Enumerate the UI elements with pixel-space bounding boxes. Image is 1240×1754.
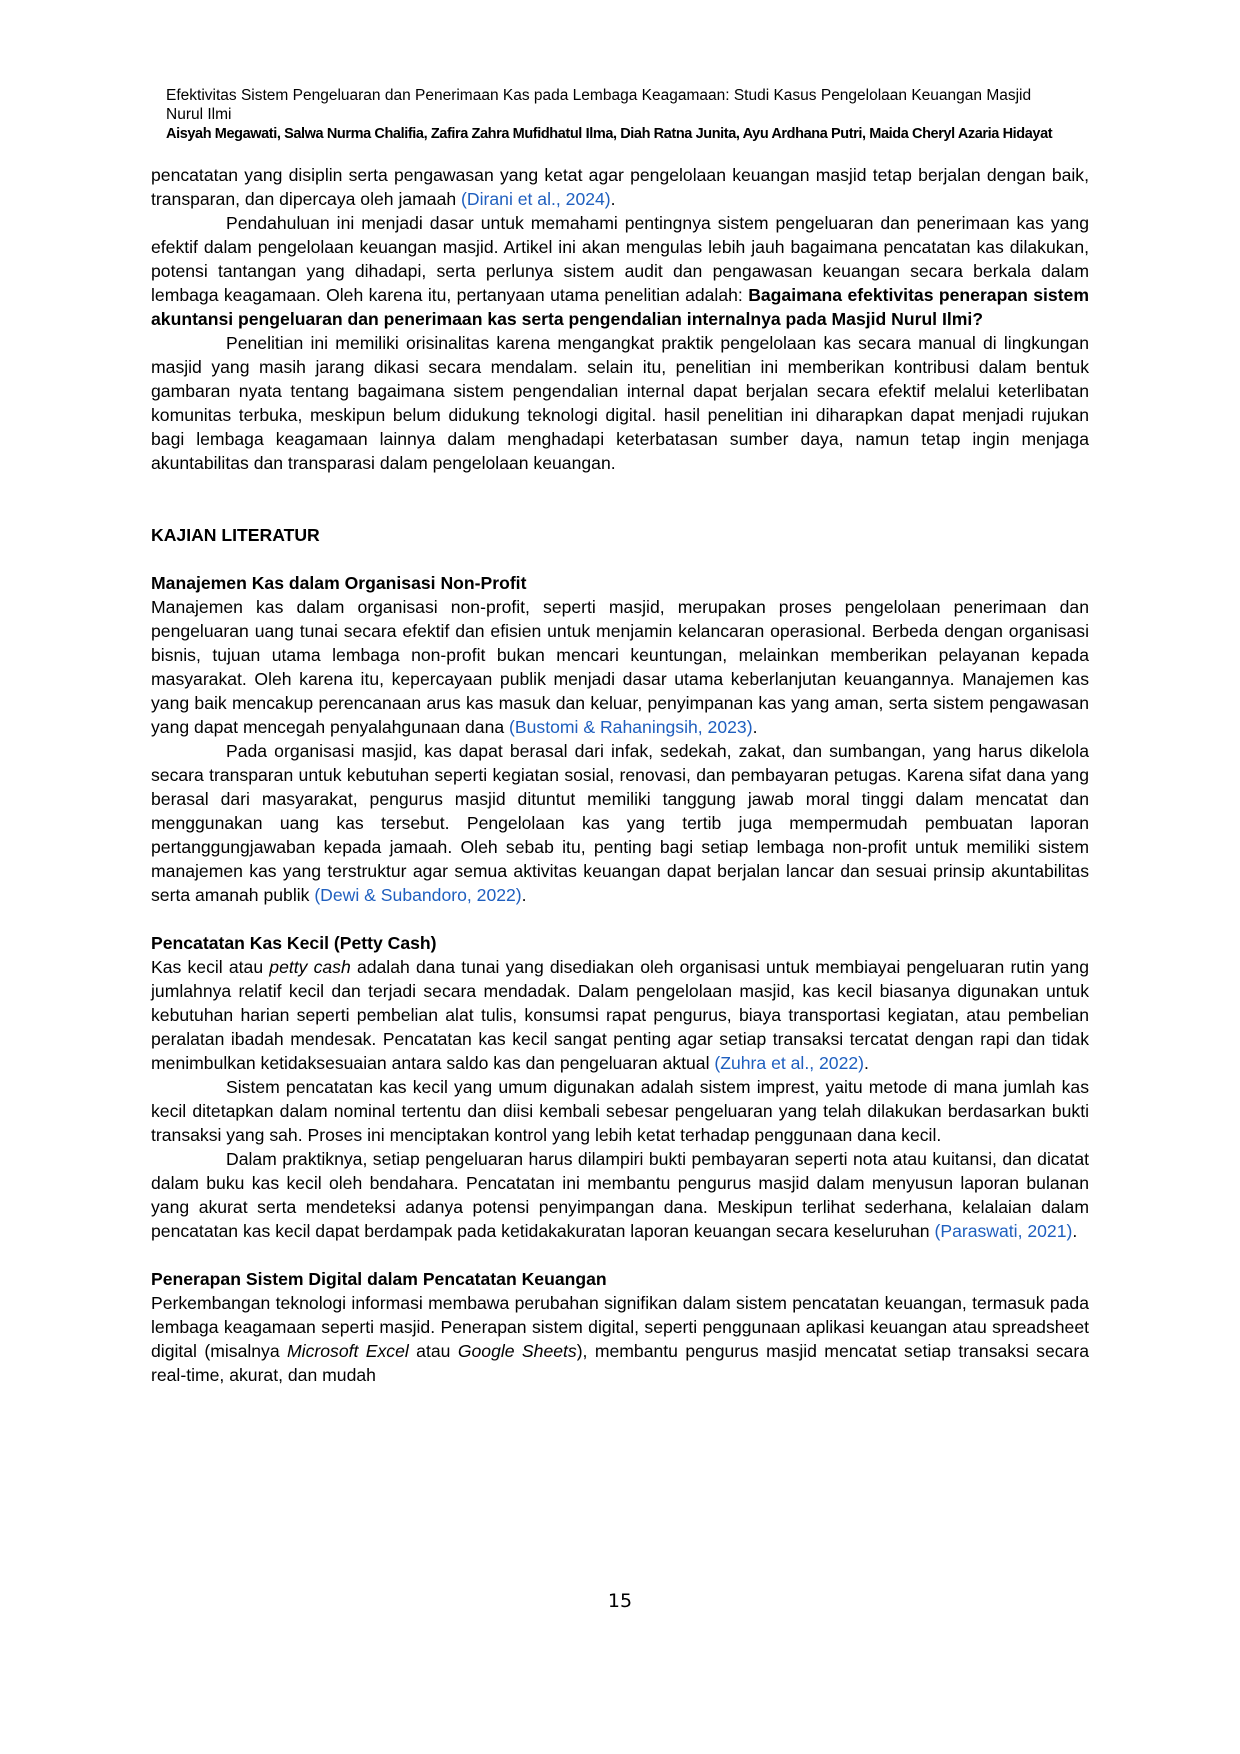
page-number: 15 (607, 1590, 633, 1612)
citation-link[interactable]: (Paraswati, 2021) (934, 1221, 1073, 1241)
running-authors: Aisyah Megawati, Salwa Nurma Chalifia, Z… (166, 126, 1053, 142)
paragraph: Perkembangan teknologi informasi membawa… (151, 1291, 1089, 1387)
text-run: . (1072, 1221, 1078, 1241)
subsection-heading: Manajemen Kas dalam Organisasi Non-Profi… (151, 573, 527, 593)
text-run: Pendahuluan ini menjadi dasar untuk mema… (151, 213, 1089, 305)
text-run: Sistem pencatatan kas kecil yang umum di… (151, 1077, 1089, 1145)
paragraph: Penelitian ini memiliki orisinalitas kar… (151, 331, 1089, 475)
citation-link[interactable]: (Zuhra et al., 2022) (714, 1053, 864, 1073)
paragraph: Sistem pencatatan kas kecil yang umum di… (151, 1075, 1089, 1147)
paragraph: Dalam praktiknya, setiap pengeluaran har… (151, 1147, 1089, 1243)
italic-term: Google Sheets (457, 1341, 577, 1361)
citation-link[interactable]: (Bustomi & Rahaningsih, 2023) (509, 717, 753, 737)
text-run: atau (408, 1341, 458, 1361)
text-run: adalah dana tunai yang disediakan oleh o… (151, 957, 1089, 1073)
research-question: Bagaimana efektivitas penerapan sistem a… (151, 285, 1089, 329)
text-run: . (521, 885, 527, 905)
text-run: Dalam praktiknya, setiap pengeluaran har… (151, 1149, 1089, 1241)
text-run: pencatatan yang disiplin serta pengawasa… (151, 165, 1089, 209)
text-run: . (864, 1053, 869, 1073)
italic-term: petty cash (269, 957, 351, 977)
section-heading: KAJIAN LITERATUR (151, 525, 320, 545)
citation-link[interactable]: (Dewi & Subandoro, 2022) (314, 885, 522, 905)
text-run: . (610, 189, 616, 209)
citation-link[interactable]: (Dirani et al., 2024) (461, 189, 611, 209)
text-run: Perkembangan teknologi informasi membawa… (151, 1293, 1089, 1361)
paragraph: Manajemen kas dalam organisasi non-profi… (151, 595, 1089, 739)
text-run: ), membantu pengurus masjid mencatat set… (151, 1341, 1089, 1385)
italic-term: Microsoft Excel (287, 1341, 409, 1361)
paragraph: Kas kecil atau petty cash adalah dana tu… (151, 955, 1089, 1075)
subsection-heading: Pencatatan Kas Kecil (Petty Cash) (151, 933, 437, 953)
text-run: Manajemen kas dalam organisasi non-profi… (151, 597, 1089, 737)
text-run: Kas kecil atau (151, 957, 270, 977)
text-run: . (752, 717, 758, 737)
text-run: Pada organisasi masjid, kas dapat berasa… (151, 741, 1089, 905)
text-run: Penelitian ini memiliki orisinalitas kar… (151, 333, 1089, 473)
running-header: Efektivitas Sistem Pengeluaran dan Pener… (166, 86, 1066, 144)
subsection-heading: Penerapan Sistem Digital dalam Pencatata… (151, 1269, 607, 1289)
article-body: pencatatan yang disiplin serta pengawasa… (151, 163, 1089, 1387)
paragraph: pencatatan yang disiplin serta pengawasa… (151, 163, 1089, 211)
paragraph: Pendahuluan ini menjadi dasar untuk mema… (151, 211, 1089, 331)
paragraph: Pada organisasi masjid, kas dapat berasa… (151, 739, 1089, 907)
running-title: Efektivitas Sistem Pengeluaran dan Pener… (166, 87, 1032, 123)
